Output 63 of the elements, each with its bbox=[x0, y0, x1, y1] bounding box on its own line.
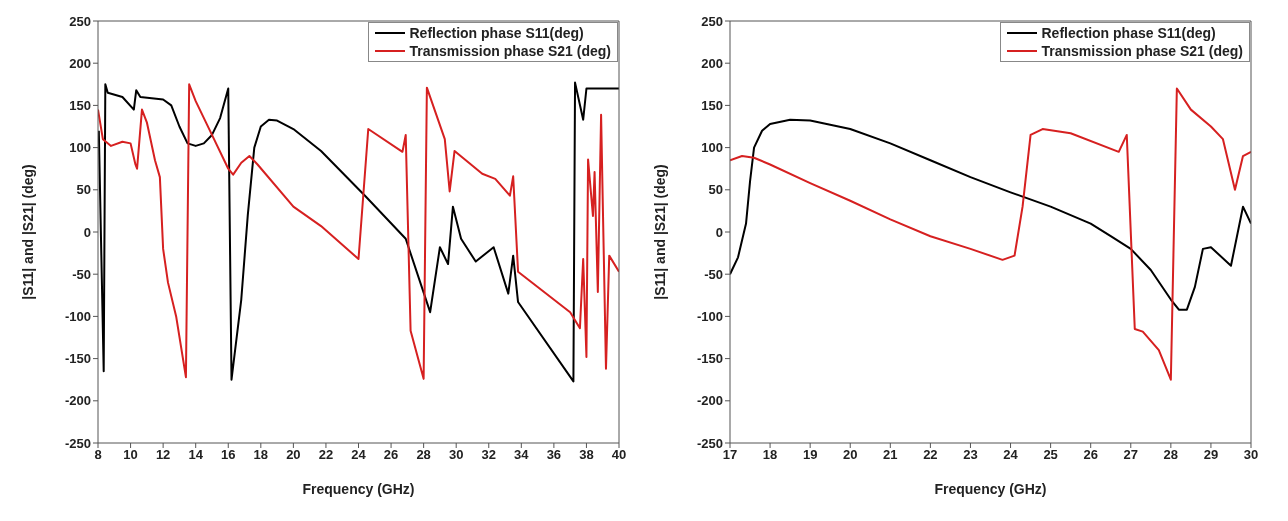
x-axis-title: Frequency (GHz) bbox=[302, 481, 415, 497]
y-tick-label: 150 bbox=[701, 98, 723, 114]
x-tick-label: 29 bbox=[1203, 447, 1219, 463]
x-tick-label: 30 bbox=[448, 447, 464, 463]
x-tick-label: 22 bbox=[923, 447, 938, 463]
line-series bbox=[730, 87, 1251, 381]
y-tick-label: -50 bbox=[704, 266, 723, 282]
line-series bbox=[730, 118, 1251, 311]
legend-label: Reflection phase S11(deg) bbox=[1041, 24, 1216, 42]
x-tick-label: 20 bbox=[843, 447, 858, 463]
y-tick-label: 50 bbox=[76, 182, 91, 198]
x-tick-label: 18 bbox=[762, 447, 778, 463]
x-tick-label: 28 bbox=[1163, 447, 1179, 463]
x-tick-label: 26 bbox=[383, 447, 399, 463]
legend-label: Transmission phase S21 (deg) bbox=[1041, 42, 1243, 60]
y-tick-label: 200 bbox=[701, 55, 723, 71]
y-tick-label: -150 bbox=[696, 351, 723, 367]
y-tick-label: 50 bbox=[708, 182, 723, 198]
legend-label: Reflection phase S11(deg) bbox=[409, 24, 584, 42]
y-tick-label: -150 bbox=[64, 351, 91, 367]
x-tick-label: 18 bbox=[253, 447, 269, 463]
y-tick-label: 250 bbox=[701, 13, 723, 29]
x-tick-label: 17 bbox=[722, 447, 738, 463]
y-tick-label: -250 bbox=[64, 435, 91, 451]
x-tick-label: 40 bbox=[611, 447, 627, 463]
y-tick-label: -100 bbox=[696, 309, 723, 325]
x-tick-label: 23 bbox=[963, 447, 978, 463]
x-tick-label: 24 bbox=[1003, 447, 1019, 463]
x-tick-label: 28 bbox=[416, 447, 431, 463]
y-tick-label: 100 bbox=[701, 140, 723, 156]
x-tick-label: 16 bbox=[221, 447, 236, 463]
x-axis-title: Frequency (GHz) bbox=[934, 481, 1047, 497]
y-tick-label: 0 bbox=[83, 224, 91, 240]
x-tick-label: 14 bbox=[188, 447, 204, 463]
x-tick-label: 20 bbox=[286, 447, 301, 463]
x-tick-label: 21 bbox=[883, 447, 898, 463]
y-tick-label: -100 bbox=[64, 309, 91, 325]
y-tick-label: 150 bbox=[69, 98, 91, 114]
y-tick-label: -200 bbox=[64, 393, 91, 409]
y-tick-label: -250 bbox=[696, 435, 723, 451]
x-tick-label: 24 bbox=[351, 447, 367, 463]
x-tick-label: 30 bbox=[1243, 447, 1259, 463]
x-tick-label: 19 bbox=[802, 447, 818, 463]
x-tick-label: 32 bbox=[481, 447, 496, 463]
y-tick-label: 100 bbox=[69, 140, 91, 156]
x-tick-label: 27 bbox=[1123, 447, 1138, 463]
x-tick-label: 12 bbox=[155, 447, 171, 463]
y-tick-label: -200 bbox=[696, 393, 723, 409]
x-tick-label: 26 bbox=[1083, 447, 1098, 463]
y-tick-label: 200 bbox=[69, 55, 91, 71]
y-tick-label: -50 bbox=[72, 266, 91, 282]
y-tick-label: 250 bbox=[69, 13, 91, 29]
x-tick-label: 10 bbox=[123, 447, 138, 463]
x-tick-label: 34 bbox=[514, 447, 530, 463]
x-tick-label: 22 bbox=[318, 447, 334, 463]
y-axis-title: |S11| and |S21| (deg) bbox=[19, 164, 36, 300]
x-tick-label: 36 bbox=[546, 447, 562, 463]
legend-label: Transmission phase S21 (deg) bbox=[409, 42, 611, 60]
x-tick-label: 25 bbox=[1043, 447, 1058, 463]
y-axis-title: |S11| and |S21| (deg) bbox=[651, 164, 668, 300]
x-tick-label: 8 bbox=[94, 447, 102, 463]
y-tick-label: 0 bbox=[715, 224, 723, 240]
x-tick-label: 38 bbox=[579, 447, 594, 463]
